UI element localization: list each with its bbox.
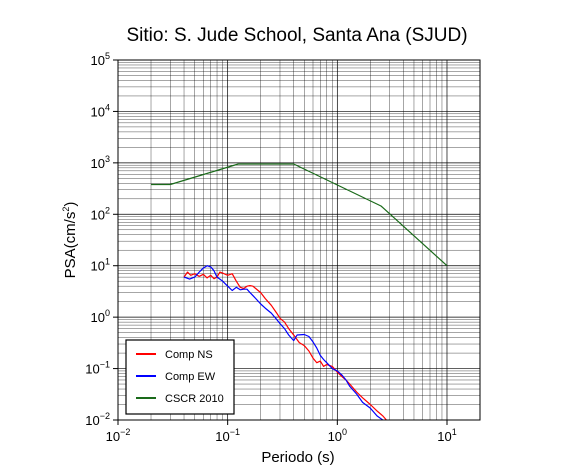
y-tick-label: 101 — [91, 257, 110, 274]
x-tick-label: 10−1 — [215, 427, 240, 444]
x-tick-label: 100 — [328, 427, 347, 444]
y-tick-label: 102 — [91, 205, 110, 222]
series-layer — [151, 163, 448, 421]
legend-label: Comp NS — [165, 349, 213, 361]
legend: Comp NS Comp EW CSCR 2010 — [125, 339, 235, 415]
y-tick-label: 105 — [91, 51, 110, 68]
y-tick-label: 100 — [91, 308, 110, 325]
y-tick-label: 10−1 — [85, 360, 110, 377]
y-axis-title-base: PSA(cm/s — [62, 212, 79, 279]
plot-frame — [117, 59, 481, 421]
y-tick-label: 103 — [91, 154, 110, 171]
y-tick-label: 10−2 — [85, 411, 110, 428]
y-axis-title-end: ) — [62, 202, 79, 207]
legend-label: Comp EW — [165, 371, 216, 383]
x-axis-ticks: 10−2 10−1 100 101 — [106, 420, 457, 444]
legend-label: CSCR 2010 — [165, 393, 224, 405]
y-axis-ticks: 10−2 10−1 100 101 102 103 104 105 — [85, 51, 118, 428]
x-tick-label: 10−2 — [106, 427, 131, 444]
series-line-cscr-2010 — [151, 163, 448, 267]
series-line-comp-ew — [183, 265, 384, 421]
chart-title: Sitio: S. Jude School, Santa Ana (SJUD) — [126, 25, 467, 46]
y-tick-label: 104 — [91, 102, 110, 119]
y-axis-title-superscript: 2 — [61, 207, 71, 212]
x-axis-title: Periodo (s) — [261, 449, 334, 466]
grid — [117, 59, 481, 421]
series-line-comp-ns — [183, 271, 387, 421]
x-tick-label: 101 — [437, 427, 456, 444]
y-axis-title: PSA(cm/s2) — [61, 202, 79, 279]
